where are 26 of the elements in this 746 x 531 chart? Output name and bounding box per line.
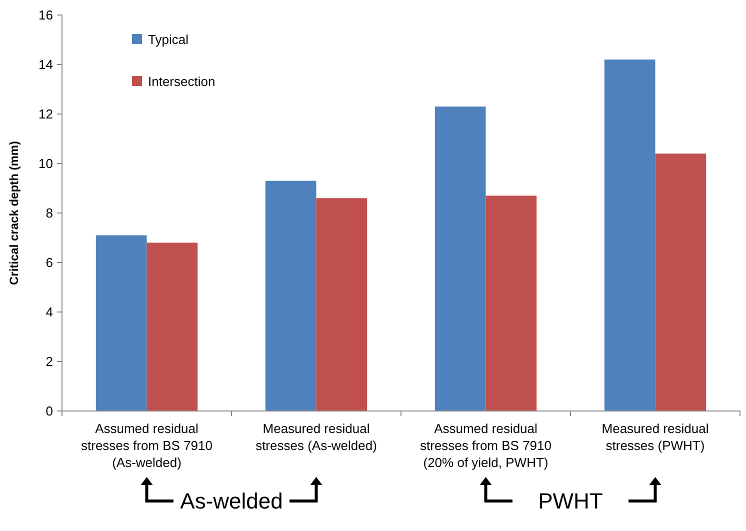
bar — [265, 180, 316, 411]
y-tick-label: 2 — [46, 354, 53, 370]
legend-label: Typical — [148, 32, 189, 47]
y-tick-label: 8 — [46, 206, 53, 221]
text: PWHT — [538, 488, 603, 514]
y-tick-label: 10 — [38, 156, 53, 172]
x-tick-label: Assumed residual stresses from BS 7910 (As-welded) — [81, 421, 212, 470]
y-tick-label: 14 — [38, 57, 53, 72]
bar — [146, 242, 198, 411]
y-tick-label: 16 — [38, 8, 53, 23]
y-tick-label: 0 — [46, 404, 53, 419]
y-axis-title: Critical crack depth (mm) — [7, 140, 21, 286]
bar — [316, 198, 368, 411]
legend-label: Intersection — [148, 74, 216, 89]
x-tick-label: Assumed residual stresses from BS 7910 (20% of yield, PWHT) — [420, 421, 552, 470]
text: As-welded — [180, 488, 283, 514]
bar — [486, 196, 537, 411]
y-tick-label: 4 — [46, 304, 53, 320]
x-tick-label: Measured residual stresses (PWHT) — [602, 421, 709, 453]
x-tick-label: Measured residual stresses (As-welded) — [256, 421, 377, 453]
y-tick-label: 6 — [46, 255, 53, 270]
y-tick-label: 12 — [38, 106, 53, 122]
bar — [604, 60, 656, 411]
bar — [655, 154, 706, 411]
bar — [96, 235, 147, 411]
bar — [434, 106, 486, 411]
